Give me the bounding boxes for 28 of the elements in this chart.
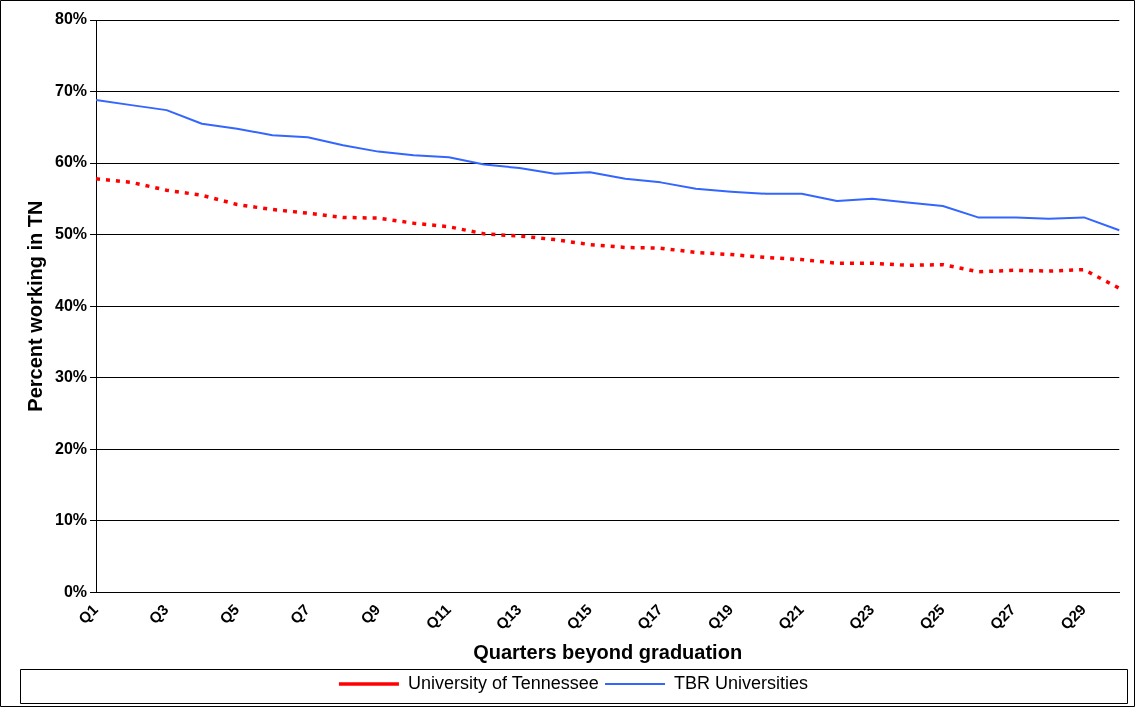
x-tick-label: Q17	[633, 600, 666, 633]
y-axis-title: Percent working in TN	[23, 200, 46, 412]
x-tick-label: Q5	[216, 600, 243, 627]
legend-label: TBR Universities	[674, 672, 809, 693]
y-tick-label: 30%	[54, 368, 88, 386]
legend-label: University of Tennessee	[407, 672, 599, 693]
y-tick-label: 70%	[54, 81, 88, 99]
y-tick-label: 40%	[54, 296, 88, 314]
x-tick-label: Q1	[74, 600, 102, 627]
y-tick-label: 0%	[63, 582, 88, 600]
x-tick-label: Q23	[845, 600, 878, 633]
x-tick-label: Q3	[145, 600, 172, 627]
y-tick-label: 80%	[54, 10, 88, 28]
x-tick-label: Q15	[562, 600, 596, 633]
y-tick-label: 50%	[54, 224, 88, 242]
y-tick-label: 10%	[54, 511, 88, 529]
x-tick-label: Q29	[1056, 600, 1090, 633]
x-tick-label: Q13	[492, 600, 525, 633]
y-tick-label: 20%	[54, 439, 88, 457]
x-tick-label: Q25	[915, 600, 948, 633]
x-tick-label: Q11	[422, 600, 454, 633]
y-tick-label: 60%	[54, 153, 88, 171]
x-axis-title: Quarters beyond graduation	[473, 640, 743, 663]
x-tick-label: Q19	[704, 600, 737, 633]
x-tick-label: Q27	[986, 600, 1019, 633]
x-tick-label: Q7	[286, 600, 313, 627]
x-tick-label: Q21	[774, 600, 807, 633]
x-tick-label: Q9	[357, 600, 384, 627]
